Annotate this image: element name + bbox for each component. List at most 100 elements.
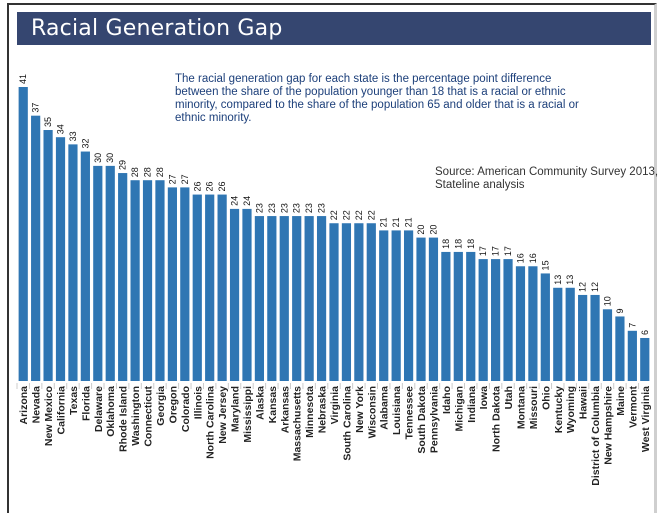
bar-wisconsin: [366, 223, 376, 381]
value-label: 35: [43, 117, 53, 127]
bar-utah: [503, 259, 513, 381]
value-label: 23: [267, 203, 277, 213]
value-label: 16: [515, 253, 525, 263]
value-label: 13: [553, 275, 563, 285]
category-label: Rhode Island: [118, 386, 130, 452]
bar-new-hampshire: [602, 309, 613, 381]
bar-pennsylvania: [428, 237, 439, 381]
value-label: 6: [640, 330, 650, 335]
bar-minnesota: [304, 216, 314, 381]
value-label: 21: [404, 217, 414, 227]
value-label: 21: [379, 217, 389, 227]
chart-description: The racial generation gap for each state…: [175, 73, 579, 124]
tick-group: [16, 383, 640, 389]
bar-missouri: [528, 266, 538, 381]
category-label: Minnesota: [304, 386, 316, 438]
bar-new-jersey: [217, 194, 227, 381]
value-label: 23: [279, 203, 289, 213]
bar-oregon: [167, 187, 177, 381]
category-label: Louisiana: [391, 386, 403, 435]
bar-north-carolina: [205, 194, 215, 381]
category-label: South Carolina: [341, 386, 353, 461]
category-label: Indiana: [466, 386, 478, 423]
value-label: 27: [167, 174, 177, 184]
value-label: 24: [242, 196, 252, 206]
category-label: Tennessee: [404, 386, 416, 440]
value-label: 26: [217, 182, 227, 192]
value-label: 23: [254, 203, 264, 213]
bar-arkansas: [279, 216, 289, 381]
bar-north-dakota: [491, 259, 501, 381]
category-label: North Dakota: [491, 386, 503, 452]
category-label: Wyoming: [565, 386, 577, 433]
bar-ohio: [540, 273, 550, 381]
category-label: North Carolina: [205, 386, 217, 459]
value-label: 24: [230, 196, 240, 206]
value-label: 23: [292, 203, 302, 213]
value-label: 22: [341, 210, 351, 220]
bars-group: [18, 87, 650, 382]
value-label: 16: [528, 253, 538, 263]
bar-connecticut: [142, 180, 153, 381]
value-label: 37: [31, 103, 41, 113]
bar-hawaii: [578, 294, 588, 381]
bar-alabama: [379, 230, 389, 381]
value-label: 23: [304, 203, 314, 213]
bar-tennessee: [403, 230, 414, 381]
category-label: Utah: [503, 386, 515, 409]
bar-maine: [615, 316, 625, 381]
bar-nevada: [31, 115, 41, 382]
category-label: Pennsylvania: [428, 386, 440, 453]
category-label: California: [56, 386, 68, 435]
chart-title: Racial Generation Gap: [31, 16, 283, 41]
bar-kansas: [267, 216, 277, 381]
bar-south-carolina: [341, 223, 352, 381]
title-bar: Racial Generation Gap: [17, 12, 651, 45]
bar-massachusetts: [292, 216, 302, 381]
category-label: Montana: [515, 386, 527, 429]
value-label: 12: [578, 282, 588, 292]
category-label: West Virginia: [640, 386, 652, 452]
value-label: 26: [192, 182, 202, 192]
bar-alaska: [254, 216, 265, 381]
category-label: Wisconsin: [366, 386, 378, 438]
bar-new-york: [354, 223, 364, 381]
category-label: Illinois: [192, 386, 204, 419]
bar-maryland: [229, 208, 240, 381]
category-label: Oregon: [167, 386, 179, 423]
bar-montana: [515, 266, 526, 381]
value-label: 17: [503, 246, 513, 256]
value-label: 13: [565, 275, 575, 285]
value-label: 18: [453, 239, 463, 249]
category-label: Florida: [80, 386, 92, 421]
value-label: 18: [466, 239, 476, 249]
value-label: 20: [428, 225, 438, 235]
bar-illinois: [192, 194, 202, 381]
value-label: 22: [366, 210, 376, 220]
bar-michigan: [453, 251, 463, 381]
category-label: Arizona: [18, 386, 30, 425]
bar-colorado: [180, 187, 190, 381]
value-label: 9: [615, 308, 625, 313]
category-label: New Hampshire: [602, 386, 614, 465]
value-label: 22: [329, 210, 339, 220]
value-label: 30: [105, 153, 115, 163]
bar-west-virginia: [640, 337, 650, 381]
category-label: Delaware: [93, 386, 105, 432]
value-label: 30: [93, 153, 103, 163]
category-label: New Mexico: [43, 386, 55, 446]
bar-vermont: [627, 330, 637, 381]
value-label: 27: [180, 174, 190, 184]
bar-oklahoma: [105, 165, 115, 381]
value-label: 34: [56, 124, 66, 134]
category-label: South Dakota: [416, 386, 428, 454]
value-label: 26: [205, 182, 215, 192]
category-label: Nevada: [31, 386, 43, 424]
bar-texas: [68, 144, 78, 381]
bar-virginia: [329, 223, 339, 381]
value-label: 7: [627, 323, 637, 328]
category-label: Maryland: [230, 386, 242, 432]
category-label: Kentucky: [553, 386, 565, 433]
category-label: New Jersey: [217, 386, 229, 444]
